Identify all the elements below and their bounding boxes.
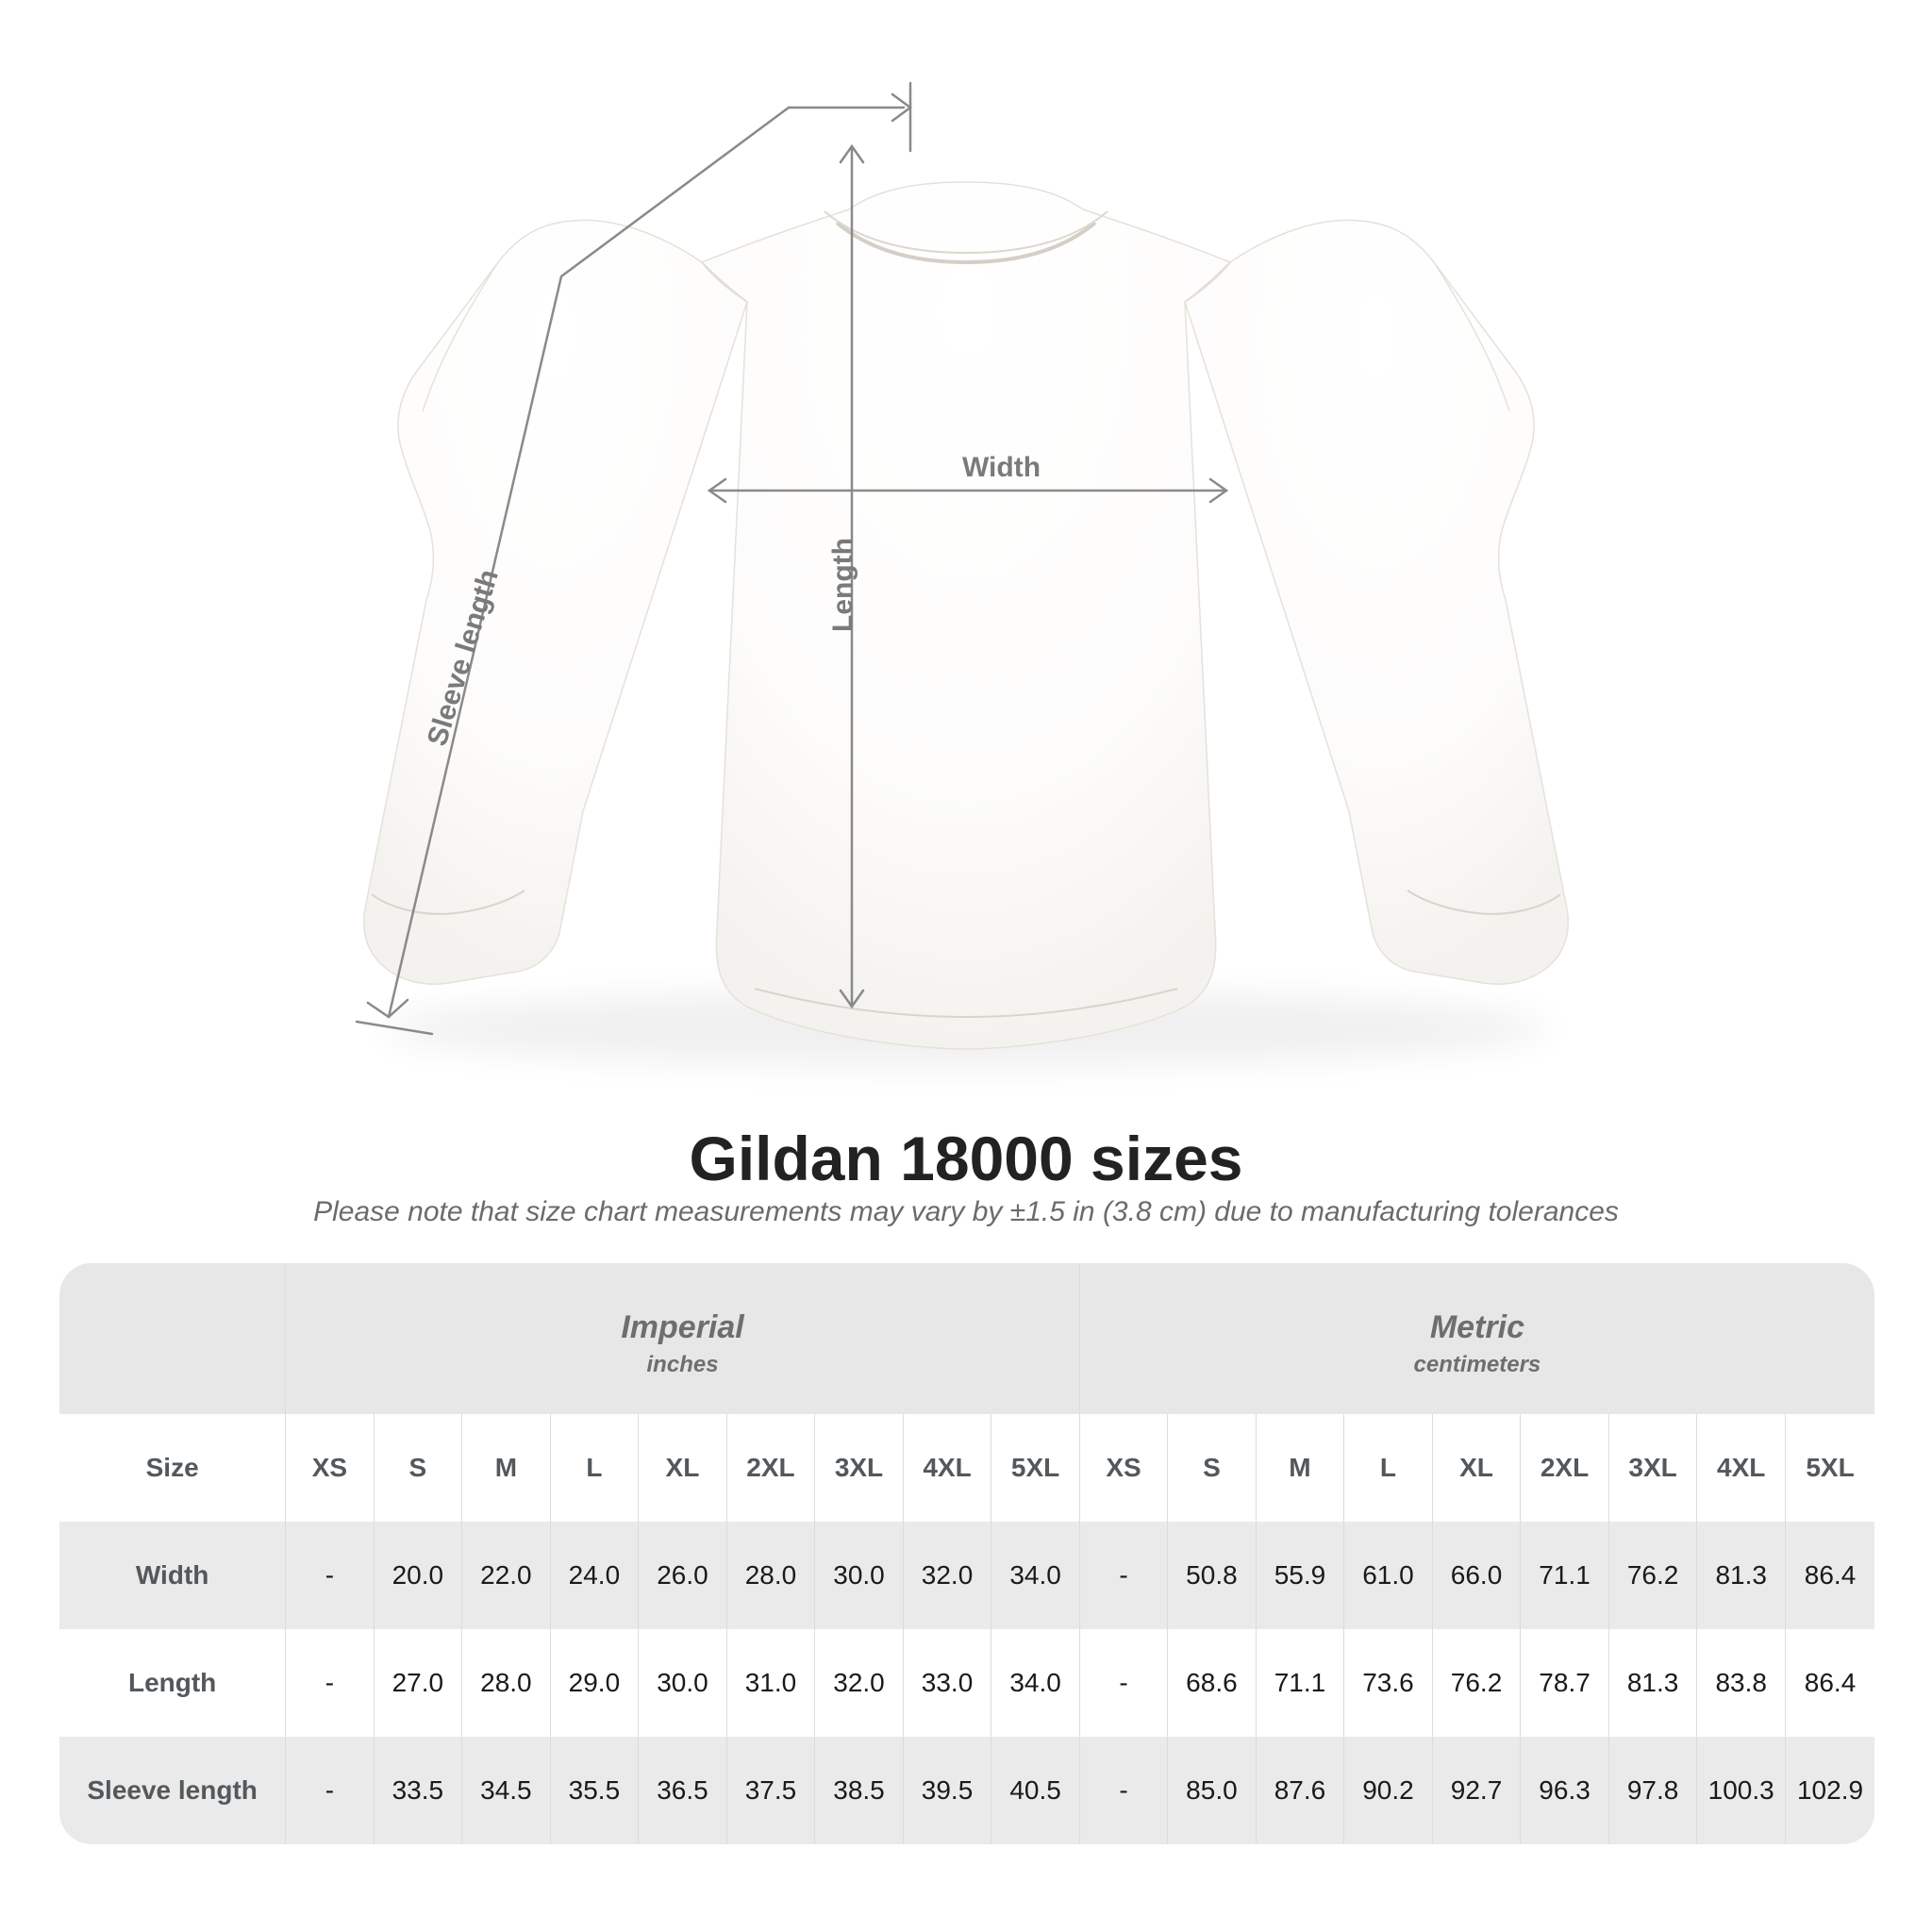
svg-text:Length: Length xyxy=(827,538,858,632)
svg-text:Width: Width xyxy=(962,452,1041,483)
